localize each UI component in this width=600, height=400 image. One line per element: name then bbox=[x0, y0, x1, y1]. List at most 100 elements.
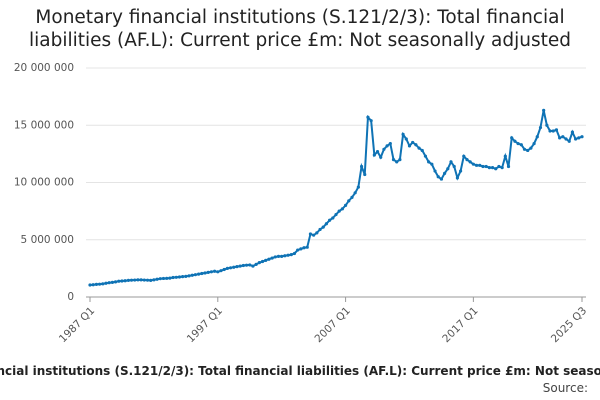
data-point bbox=[203, 271, 207, 275]
data-point bbox=[538, 125, 543, 130]
data-point bbox=[500, 166, 504, 170]
data-point bbox=[372, 153, 376, 157]
data-point bbox=[177, 275, 182, 279]
data-point bbox=[232, 265, 236, 269]
data-point bbox=[174, 275, 178, 279]
data-point bbox=[535, 135, 539, 139]
data-point bbox=[356, 185, 360, 189]
data-point bbox=[104, 281, 108, 285]
data-point bbox=[506, 164, 511, 169]
data-point bbox=[375, 149, 380, 154]
data-point bbox=[414, 143, 418, 147]
data-point bbox=[305, 245, 309, 249]
data-point bbox=[113, 280, 118, 284]
footer-title: Monetary financial institutions (S.121/2… bbox=[0, 364, 600, 378]
data-point bbox=[452, 164, 456, 169]
source: Source: bbox=[542, 381, 588, 395]
data-point bbox=[337, 209, 341, 213]
data-point bbox=[328, 218, 332, 222]
data-point bbox=[299, 247, 303, 251]
data-point bbox=[123, 279, 127, 283]
data-point bbox=[273, 255, 277, 259]
data-point bbox=[513, 139, 517, 143]
y-tick-label: 15 000 000 bbox=[14, 119, 74, 131]
data-point bbox=[292, 251, 297, 256]
data-point bbox=[545, 123, 549, 127]
data-point bbox=[401, 132, 405, 137]
data-point bbox=[260, 259, 265, 264]
data-point bbox=[161, 276, 166, 281]
data-point bbox=[216, 270, 220, 274]
data-point bbox=[334, 212, 338, 217]
data-point bbox=[516, 141, 520, 146]
data-point bbox=[363, 172, 367, 177]
data-point bbox=[244, 263, 249, 267]
x-tick-label: 2017 Q1 bbox=[440, 305, 480, 345]
data-point bbox=[331, 216, 335, 220]
data-point bbox=[168, 276, 172, 280]
data-point bbox=[267, 257, 271, 261]
data-point bbox=[152, 278, 156, 282]
data-point bbox=[391, 158, 396, 162]
data-point bbox=[343, 203, 348, 207]
data-point bbox=[197, 272, 201, 276]
data-point bbox=[238, 264, 242, 268]
data-point bbox=[94, 282, 98, 287]
data-point bbox=[353, 191, 357, 195]
data-point bbox=[241, 263, 245, 268]
data-point bbox=[427, 160, 431, 164]
data-point bbox=[209, 270, 214, 274]
data-point bbox=[446, 167, 450, 171]
data-point bbox=[577, 136, 581, 140]
data-point bbox=[350, 195, 354, 199]
data-point bbox=[212, 269, 217, 273]
data-point bbox=[117, 279, 121, 283]
data-point bbox=[366, 115, 370, 119]
data-point bbox=[395, 160, 399, 164]
data-point bbox=[324, 222, 329, 226]
data-point bbox=[187, 274, 191, 278]
data-point bbox=[468, 160, 472, 164]
data-point bbox=[318, 227, 322, 232]
data-point bbox=[139, 278, 143, 282]
data-point bbox=[487, 166, 491, 170]
data-point bbox=[532, 141, 536, 146]
data-point bbox=[497, 164, 501, 169]
data-point bbox=[219, 269, 223, 273]
data-point bbox=[430, 162, 434, 166]
data-point bbox=[145, 278, 150, 282]
data-point bbox=[478, 163, 482, 167]
data-point bbox=[561, 135, 565, 139]
data-point bbox=[398, 158, 402, 162]
data-point bbox=[251, 264, 255, 268]
data-point bbox=[184, 274, 188, 278]
data-point bbox=[564, 137, 568, 141]
data-point bbox=[471, 162, 475, 166]
data-point bbox=[420, 148, 424, 153]
data-point bbox=[558, 136, 562, 140]
data-point bbox=[347, 199, 351, 203]
data-point bbox=[308, 232, 313, 236]
data-point bbox=[193, 273, 198, 277]
data-point bbox=[171, 275, 175, 280]
data-point bbox=[551, 129, 555, 133]
data-point bbox=[484, 164, 488, 169]
data-point bbox=[165, 276, 169, 280]
data-point bbox=[110, 280, 114, 284]
data-point bbox=[235, 265, 239, 269]
data-point bbox=[120, 279, 124, 283]
data-point bbox=[494, 167, 498, 171]
data-point bbox=[101, 282, 105, 286]
data-point bbox=[407, 144, 412, 148]
data-point bbox=[385, 144, 389, 148]
data-point bbox=[248, 263, 252, 267]
data-point bbox=[580, 135, 584, 139]
data-point bbox=[455, 176, 460, 180]
series-line bbox=[89, 110, 583, 286]
data-point bbox=[382, 147, 386, 151]
data-point bbox=[436, 175, 440, 179]
data-point bbox=[570, 130, 575, 134]
data-point bbox=[280, 254, 284, 258]
